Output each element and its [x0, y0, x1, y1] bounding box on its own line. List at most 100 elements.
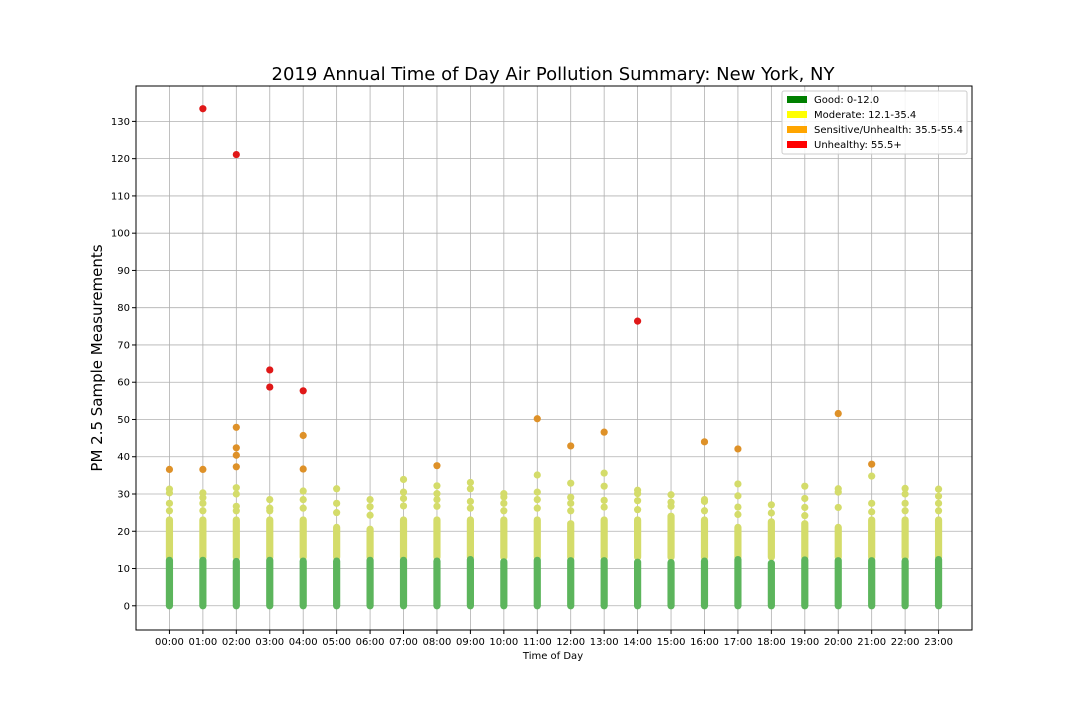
good-band: [600, 557, 608, 610]
moderate-point: [433, 490, 441, 498]
legend-label: Sensitive/Unhealth: 35.5-55.4: [814, 125, 963, 136]
good-band: [634, 558, 642, 610]
legend-swatch: [787, 126, 807, 133]
x-tick-label: 07:00: [389, 637, 418, 648]
x-tick-label: 11:00: [523, 637, 552, 648]
moderate-point: [801, 512, 809, 520]
moderate-point: [868, 499, 876, 507]
moderate-point: [734, 510, 742, 519]
x-tick-label: 04:00: [289, 637, 318, 648]
unhealthy-point: [232, 150, 240, 159]
sensitive-point: [433, 462, 441, 470]
data-points: [165, 105, 943, 610]
moderate-point: [934, 499, 943, 507]
x-tick-label: 00:00: [155, 637, 184, 648]
y-tick-label: 40: [117, 452, 130, 463]
x-tick-label: 15:00: [657, 637, 686, 648]
y-axis-label: PM 2.5 Sample Measurements: [88, 244, 106, 471]
moderate-band: [567, 520, 575, 561]
moderate-point: [533, 504, 541, 512]
y-tick-label: 120: [111, 154, 130, 165]
legend: Good: 0-12.0 Moderate: 12.1-35.4 Sensitive…: [781, 90, 968, 155]
good-band: [801, 556, 809, 610]
moderate-point: [634, 497, 642, 505]
sensitive-point: [299, 465, 307, 473]
sensitive-point: [199, 465, 207, 474]
moderate-band: [366, 525, 374, 561]
y-tick-label: 20: [117, 527, 130, 538]
moderate-point: [165, 485, 174, 493]
moderate-point: [600, 496, 608, 504]
moderate-point: [600, 482, 608, 490]
moderate-point: [801, 503, 809, 512]
moderate-band: [399, 516, 408, 561]
moderate-band: [634, 516, 642, 561]
x-tick-label: 05:00: [322, 637, 351, 648]
moderate-point: [399, 488, 408, 496]
good-band: [934, 555, 943, 610]
unhealthy-point: [266, 383, 274, 391]
good-band: [734, 555, 742, 610]
x-tick-label: 13:00: [590, 637, 619, 648]
legend-swatch: [787, 96, 807, 103]
x-tick-label: 09:00: [456, 637, 485, 648]
moderate-point: [366, 495, 374, 504]
moderate-band: [767, 518, 775, 561]
x-tick-label: 10:00: [489, 637, 518, 648]
sensitive-point: [834, 409, 842, 418]
moderate-band: [199, 516, 207, 561]
moderate-point: [500, 507, 508, 515]
moderate-point: [801, 482, 809, 490]
x-tick-label: 18:00: [757, 637, 786, 648]
good-band: [567, 557, 575, 610]
moderate-point: [199, 507, 207, 515]
good-band: [232, 557, 240, 610]
y-tick-label: 100: [111, 229, 130, 240]
moderate-band: [734, 523, 742, 561]
moderate-point: [433, 482, 441, 490]
good-band: [767, 559, 775, 610]
sensitive-point: [868, 460, 876, 468]
moderate-band: [934, 516, 943, 561]
x-tick-label: 16:00: [690, 637, 719, 648]
moderate-band: [801, 520, 809, 561]
x-tick-label: 02:00: [222, 637, 251, 648]
good-band: [199, 556, 207, 610]
sensitive-point: [734, 445, 742, 453]
unhealthy-point: [634, 317, 642, 325]
moderate-band: [165, 516, 174, 561]
sensitive-point: [299, 431, 307, 440]
good-band: [466, 555, 474, 610]
moderate-point: [901, 484, 909, 493]
moderate-point: [165, 507, 174, 515]
good-band: [433, 557, 441, 610]
legend-swatch: [787, 111, 807, 118]
chart-title: 2019 Annual Time of Day Air Pollution Su…: [272, 64, 836, 85]
moderate-point: [834, 503, 842, 512]
moderate-band: [299, 516, 307, 561]
moderate-point: [333, 509, 341, 517]
moderate-point: [734, 492, 742, 500]
x-tick-label: 23:00: [924, 637, 953, 648]
x-axis-label: Time of Day: [522, 651, 583, 662]
sensitive-point: [533, 415, 541, 423]
moderate-point: [232, 484, 240, 492]
moderate-band: [600, 516, 608, 561]
moderate-band: [433, 516, 441, 561]
good-band: [700, 557, 709, 610]
moderate-band: [232, 516, 240, 561]
moderate-band: [266, 516, 274, 561]
y-axis-ticks: 0 10 20 30 40 50 60 70 80 90 100 110 120 130: [111, 117, 136, 612]
moderate-band: [466, 516, 474, 561]
moderate-point: [399, 475, 408, 484]
x-tick-label: 19:00: [790, 637, 819, 648]
moderate-point: [901, 507, 909, 515]
y-tick-label: 30: [117, 490, 130, 501]
moderate-band: [901, 516, 909, 561]
moderate-point: [466, 497, 474, 506]
moderate-point: [868, 508, 876, 516]
moderate-point: [700, 507, 709, 515]
y-tick-label: 60: [117, 378, 130, 389]
moderate-point: [199, 499, 207, 507]
y-tick-label: 70: [117, 340, 130, 351]
